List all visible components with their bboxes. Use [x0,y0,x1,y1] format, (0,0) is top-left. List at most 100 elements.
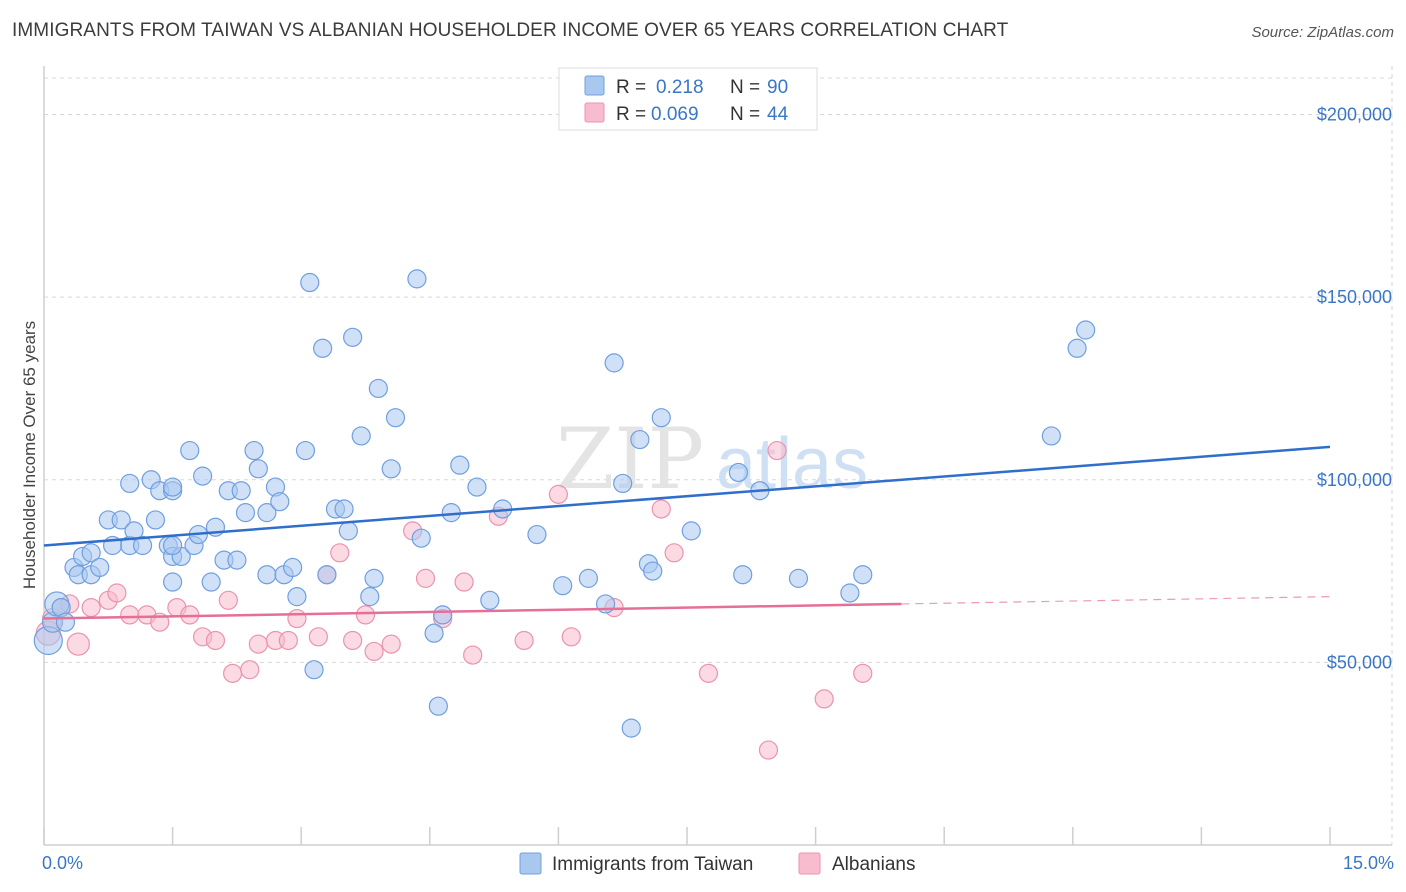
albanian-point [278,630,298,651]
y-tick-label: $150,000 [1317,287,1392,307]
taiwan-point [467,477,487,497]
albanian-point [330,543,350,563]
taiwan-point [300,272,320,293]
taiwan-point [244,440,264,461]
legend-albanian-n-label: N = [730,104,760,125]
taiwan-point [111,510,131,530]
taiwan-point [651,408,671,428]
albanian-point [364,641,384,662]
y-tick-label: $200,000 [1317,105,1392,125]
taiwan-point [304,660,324,680]
taiwan-point [853,565,873,585]
taiwan-point [163,477,183,497]
taiwan-point [180,440,200,461]
albanian-point [248,634,268,654]
taiwan-point [343,327,363,347]
albanian-point [767,440,787,461]
albanian-point [454,572,474,592]
taiwan-point [381,459,401,479]
legend-taiwan-r-value: 0.218 [656,77,704,98]
albanian-point [664,543,684,563]
albanian-point [287,608,307,629]
y-axis-label: Householder Income Over 65 years [20,321,39,589]
taiwan-point [681,521,701,541]
x-tick-labels: 0.0% 15.0% [42,853,1394,873]
taiwan-point [317,565,337,585]
albanian-point [308,627,328,647]
albanian-point [240,660,260,680]
albanian-point [205,630,226,651]
taiwan-point [728,462,749,483]
albanian-point [107,583,127,603]
taiwan-point [351,426,371,446]
legend-swatch-albanian [584,102,605,123]
albanian-point [343,630,363,651]
albanian-point [120,605,140,625]
albanian-point [463,645,483,665]
taiwan-point [313,338,333,358]
taiwan-point [120,473,140,494]
taiwan-point [334,499,354,519]
taiwan-point [368,378,388,399]
y-tick-labels: $50,000 $100,000 $150,000 $200,000 [1317,105,1392,673]
legend-albanian-n-value: 44 [767,104,789,125]
legend-albanian-r-label: R = [616,104,646,125]
taiwan-point [630,429,650,450]
albanian-point [514,630,534,651]
albanian-point [81,597,101,618]
taiwan-point [788,568,809,588]
taiwan-point [578,568,599,588]
taiwan-point [257,565,277,585]
taiwan-point [621,718,641,738]
albanian-point [758,740,779,760]
taiwan-point [527,524,547,545]
taiwan-point [411,528,431,548]
taiwan-point [643,561,663,581]
albanian-point [415,568,436,588]
legend-taiwan-n-label: N = [730,77,760,98]
taiwan-point [81,543,101,563]
source-credit: Source: ZipAtlas.com [1251,24,1394,41]
taiwan-point [270,492,290,512]
taiwan-point [90,557,110,578]
taiwan-point [231,481,251,501]
taiwan-point [1067,338,1087,358]
y-tick-label: $50,000 [1327,652,1392,672]
taiwan-point [1076,320,1096,340]
watermark-zip: ZIP [556,410,704,508]
series-legend-label-albanian: Albanians [832,854,915,875]
taiwan-point [733,565,753,585]
taiwan-point [385,408,406,428]
taiwan-point [424,623,444,643]
taiwan-point [145,510,166,530]
taiwan-point [201,572,221,592]
series-legend-swatch-taiwan [519,852,542,875]
taiwan-point [193,466,213,486]
albanian-point [355,605,376,625]
x-tick-label: 15.0% [1343,853,1394,873]
albanian-point [651,499,671,519]
taiwan-point [840,583,860,603]
series-legend-label-taiwan: Immigrants from Taiwan [552,854,753,875]
trend-line-albanian-extension [901,596,1331,605]
albanian-point [381,634,401,654]
taiwan-point [235,503,256,523]
taiwan-point [163,572,183,592]
taiwan-point [553,576,573,596]
trend-line-albanian [43,602,902,620]
taiwan-point [227,550,247,570]
taiwan-point [1041,426,1061,446]
legend-taiwan-n-value: 90 [767,77,788,98]
taiwan-point [248,459,268,479]
albanian-point [223,663,243,683]
taiwan-point [295,440,316,461]
trend-line-taiwan [43,445,1331,547]
albanian-point [814,689,834,709]
taiwan-point [480,590,500,610]
taiwan-point [364,568,384,588]
y-tick-label: $100,000 [1317,470,1392,490]
albanian-point [548,484,569,504]
albanian-point [561,627,581,647]
albanian-point [66,632,90,656]
